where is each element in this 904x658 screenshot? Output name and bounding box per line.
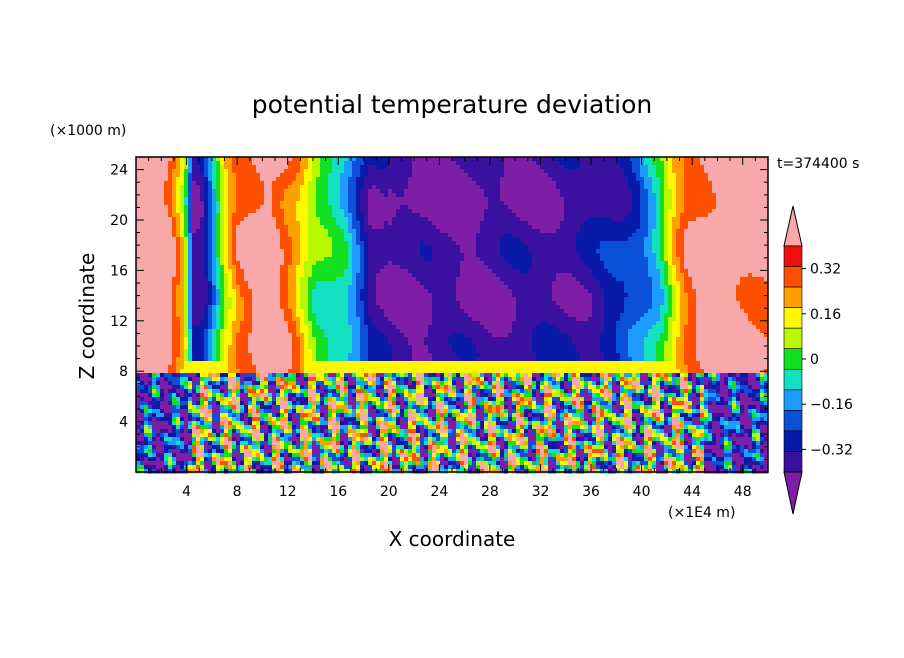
contour-field [136,157,769,474]
colorbar-segment [784,390,802,411]
x-tick-label: 20 [380,484,398,500]
x-tick-label: 28 [481,484,499,500]
colorbar-segment [784,287,802,308]
colorbar-min-arrow [784,472,802,514]
y-tick-label: 20 [110,213,128,229]
colorbar-label: −0.16 [810,397,853,413]
x-tick-label: 16 [329,484,347,500]
y-tick-label: 16 [110,263,128,279]
x-tick-label: 8 [233,484,242,500]
x-tick-label: 48 [734,484,752,500]
colorbar-segment [784,451,802,472]
time-label: t=374400 s [777,156,859,172]
colorbar-segment [784,369,802,390]
chart-title: potential temperature deviation [252,90,652,119]
y-tick-label: 4 [119,415,128,431]
x-tick-label: 4 [182,484,191,500]
x-tick-label: 24 [430,484,448,500]
y-axis-units: (×1000 m) [50,123,126,139]
x-axis-units: (×1E4 m) [668,505,735,521]
colorbar-label: 0.32 [810,262,841,278]
y-axis-label: Z coordinate [75,253,99,380]
colorbar-segment [784,328,802,349]
x-tick-label: 44 [683,484,701,500]
colorbar: 0.32 0.16 0 −0.16 −0.32 [784,206,853,514]
colorbar-segment [784,349,802,370]
x-axis-label: X coordinate [389,527,516,551]
colorbar-label: 0 [810,352,819,368]
x-tick-label: 12 [279,484,297,500]
colorbar-segment [784,246,802,267]
colorbar-segment [784,410,802,431]
colorbar-label: −0.32 [810,442,853,458]
y-tick-label: 12 [110,314,128,330]
colorbar-max-arrow [784,206,802,246]
x-tick-label: 32 [532,484,550,500]
colorbar-segment [784,431,802,452]
y-tick-label: 24 [110,163,128,179]
colorbar-segment [784,267,802,288]
x-tick-label: 36 [582,484,600,500]
colorbar-label: 0.16 [810,307,841,323]
x-tick-label: 40 [633,484,651,500]
y-tick-label: 8 [119,364,128,380]
colorbar-segment [784,308,802,329]
